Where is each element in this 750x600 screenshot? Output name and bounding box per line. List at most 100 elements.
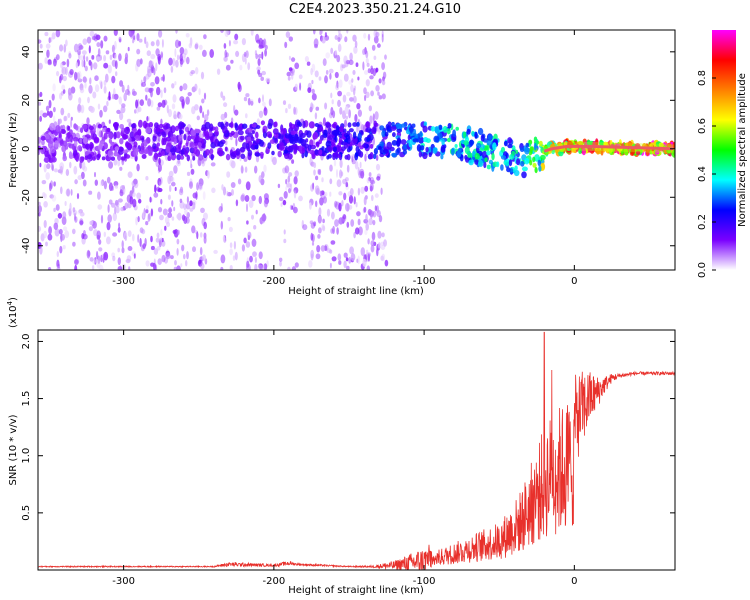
spectrogram-noise-cell <box>231 189 234 196</box>
spectrogram-noise-cell <box>127 84 130 92</box>
spectrogram-ridge-cell <box>389 146 395 152</box>
spectrogram-noise-cell <box>338 79 343 88</box>
spectrogram-noise-cell <box>86 117 90 125</box>
spectrogram-noise-cell <box>113 159 118 166</box>
spectrogram-ridge-cell <box>82 143 86 149</box>
spectrogram-noise-cell <box>117 159 121 167</box>
spectrogram-noise-cell <box>366 252 372 258</box>
spectrogram-noise-cell <box>342 178 347 185</box>
spectrogram-ridge-cell <box>600 147 604 156</box>
x-tick-label: 0 <box>571 576 577 587</box>
y-tick-label: 0 <box>21 146 32 152</box>
spectrogram-noise-cell <box>241 38 246 46</box>
spectrogram-noise-cell <box>168 57 173 66</box>
spectrogram-noise-cell <box>322 218 325 224</box>
spectrogram-noise-cell <box>370 90 374 97</box>
spectrogram-noise-cell <box>60 107 65 116</box>
spectrogram-noise-cell <box>42 112 48 118</box>
spectrogram-noise-cell <box>111 252 116 258</box>
spectrogram-noise-cell <box>38 225 42 232</box>
spectrogram-ridge-cell <box>218 141 224 148</box>
spectrogram-noise-cell <box>348 109 351 119</box>
spectrogram-noise-cell <box>298 195 303 202</box>
spectrogram-noise-cell <box>346 91 351 97</box>
spectrogram-noise-cell <box>226 191 229 197</box>
spectrogram-noise-cell <box>220 266 224 270</box>
spectrogram-noise-cell <box>247 97 251 106</box>
spectrogram-ridge-cell <box>83 136 88 144</box>
spectrogram-ridge-cell <box>302 120 306 129</box>
spectrogram-noise-cell <box>62 75 67 82</box>
spectrogram-noise-cell <box>263 107 268 116</box>
spectrogram-noise-cell <box>192 201 196 210</box>
spectrogram-noise-cell <box>96 230 101 240</box>
spectrogram-ridge-cell <box>80 127 84 133</box>
spectrogram-noise-cell <box>112 232 118 237</box>
spectrogram-noise-cell <box>146 50 151 57</box>
spectrogram-noise-cell <box>330 106 334 116</box>
spectrogram-noise-cell <box>79 211 85 217</box>
spectrogram-ridge-cell <box>60 128 66 134</box>
spectrogram-ridge-cell <box>333 151 339 158</box>
spectrogram-noise-cell <box>136 163 140 172</box>
spectrogram-noise-cell <box>279 261 282 267</box>
spectrogram-ridge-cell <box>214 126 219 132</box>
spectrogram-ridge-cell <box>293 149 297 155</box>
spectrogram-noise-cell <box>141 82 147 87</box>
spectrogram-noise-cell <box>88 84 93 94</box>
spectrogram-ridge-cell <box>93 136 100 144</box>
spectrogram-noise-cell <box>59 44 64 52</box>
spectrogram-ridge-cell <box>114 146 120 151</box>
spectrogram-ridge-cell <box>309 149 315 155</box>
spectrogram-noise-cell <box>164 225 167 231</box>
spectrogram-noise-cell <box>62 89 66 94</box>
spectrogram-noise-cell <box>137 106 142 113</box>
spectrogram-noise-cell <box>338 217 344 225</box>
y-tick-label: 1.5 <box>21 391 32 407</box>
spectrogram-noise-cell <box>64 201 67 206</box>
spectrogram-ridge-cell <box>428 152 432 158</box>
spectrogram-noise-cell <box>79 87 85 94</box>
spectrogram-noise-cell <box>161 99 166 108</box>
spectrogram-noise-cell <box>349 52 353 62</box>
spectrogram-noise-cell <box>369 209 373 219</box>
spectrogram-noise-cell <box>203 236 207 244</box>
spectrogram-ridge-cell <box>184 126 190 133</box>
spectrogram-noise-cell <box>310 102 314 112</box>
spectrogram-noise-cell <box>333 200 338 208</box>
spectrogram-noise-cell <box>348 204 353 210</box>
spectrogram-noise-cell <box>159 214 164 221</box>
spectrogram-ridge-cell <box>319 126 324 132</box>
spectrogram-ridge-cell <box>267 133 273 139</box>
spectrogram-noise-cell <box>329 249 333 254</box>
spectrogram-noise-cell <box>203 221 207 230</box>
spectrogram-noise-cell <box>79 161 83 169</box>
spectrogram-noise-cell <box>354 114 358 123</box>
spectrogram-ridge-cell <box>158 123 164 129</box>
spectrogram-ridge-cell <box>419 131 423 137</box>
spectrogram-ridge-cell <box>671 149 675 158</box>
spectrogram-ridge-cell <box>189 142 195 149</box>
spectrogram-ridge-cell <box>520 160 525 167</box>
spectrogram-noise-cell <box>380 187 383 195</box>
spectrogram-noise-cell <box>352 34 357 42</box>
spectrogram-noise-cell <box>307 87 312 93</box>
spectrogram-noise-cell <box>313 162 317 169</box>
spectrogram-noise-cell <box>50 180 54 190</box>
spectrogram-noise-cell <box>336 179 342 188</box>
spectrogram-noise-cell <box>87 250 91 257</box>
spectrogram-ridge-cell <box>331 123 337 129</box>
spectrogram-ridge-cell <box>369 143 374 149</box>
spectrogram-noise-cell <box>189 200 193 207</box>
spectrogram-noise-cell <box>63 115 68 122</box>
spectrogram-noise-cell <box>169 185 172 192</box>
spectrogram-noise-cell <box>144 87 150 93</box>
spectrogram-noise-cell <box>139 99 144 106</box>
spectrogram-ridge-cell <box>179 155 185 160</box>
spectrogram-noise-cell <box>98 247 103 252</box>
snr-y-ticks: 0.5 1.0 1.5 2.0 <box>21 333 675 521</box>
spectrogram-ridge-cell <box>603 141 608 147</box>
spectrogram-noise-cell <box>138 198 142 204</box>
spectrogram-noise-cell <box>157 163 162 172</box>
spectrogram-ridge-cell <box>624 149 629 156</box>
